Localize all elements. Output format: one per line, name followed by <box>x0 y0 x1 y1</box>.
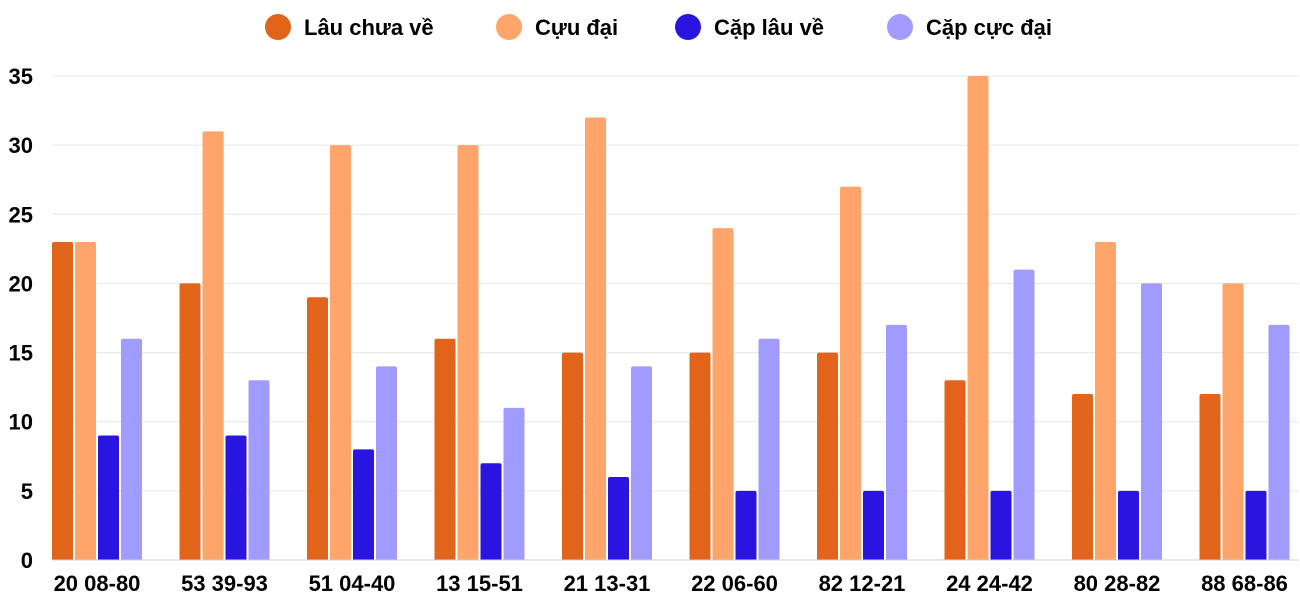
bar <box>434 338 456 560</box>
y-tick-label: 25 <box>9 202 33 227</box>
bar <box>886 324 907 560</box>
y-tick-label: 15 <box>9 341 33 366</box>
y-tick-label: 35 <box>9 64 33 89</box>
bar <box>631 366 652 560</box>
x-tick-label: 88 68-86 <box>1201 571 1288 596</box>
y-tick-label: 5 <box>21 479 33 504</box>
bar <box>376 366 397 560</box>
bar <box>967 76 989 560</box>
bar <box>121 338 142 560</box>
legend-swatch <box>887 14 913 40</box>
bar <box>712 228 734 560</box>
bar <box>1072 394 1093 560</box>
legend-swatch <box>496 14 522 40</box>
bar <box>1245 490 1267 560</box>
x-tick-label: 80 28-82 <box>1074 571 1161 596</box>
bar <box>1268 324 1290 560</box>
bar <box>480 463 502 560</box>
bar <box>944 380 966 560</box>
x-tick-label: 53 39-93 <box>181 571 268 596</box>
bar <box>990 490 1012 560</box>
bar <box>562 352 583 560</box>
x-tick-label: 13 15-51 <box>436 571 523 596</box>
legend-label: Lâu chưa về <box>304 15 434 40</box>
bar <box>817 352 838 560</box>
x-tick-label: 21 13-31 <box>564 571 651 596</box>
bar <box>457 145 479 560</box>
bar <box>1118 490 1139 560</box>
bar <box>503 407 525 560</box>
bar <box>52 241 73 560</box>
bar <box>75 241 96 560</box>
x-tick-label: 24 24-42 <box>946 571 1033 596</box>
bar <box>758 338 780 560</box>
y-tick-label: 20 <box>9 271 33 296</box>
bar <box>1199 394 1221 560</box>
bar <box>225 435 247 560</box>
bar <box>863 490 884 560</box>
bar <box>1222 283 1244 560</box>
x-tick-label: 82 12-21 <box>819 571 906 596</box>
x-tick-label: 22 06-60 <box>691 571 778 596</box>
legend-label: Cựu đại <box>535 15 618 40</box>
y-tick-label: 30 <box>9 133 33 158</box>
legend-label: Cặp lâu về <box>714 15 824 40</box>
y-tick-label: 0 <box>21 548 33 573</box>
bar <box>330 145 351 560</box>
bar <box>608 477 629 560</box>
bars <box>52 76 1290 561</box>
bar <box>353 449 374 560</box>
legend-swatch <box>675 14 701 40</box>
bar <box>307 297 328 560</box>
bar <box>1095 241 1116 560</box>
axes: 0 5 10 15 20 25 30 35 20 08-80 53 39-93 51 04-40 13… <box>9 64 1298 596</box>
bar <box>689 352 711 560</box>
bar <box>840 186 861 560</box>
bar <box>248 380 270 560</box>
bar <box>1013 269 1035 560</box>
bar <box>179 283 201 560</box>
bar <box>98 435 119 560</box>
y-tick-label: 10 <box>9 410 33 435</box>
x-tick-label: 20 08-80 <box>54 571 141 596</box>
legend-label: Cặp cực đại <box>926 15 1052 40</box>
bar <box>585 117 606 560</box>
x-tick-label: 51 04-40 <box>309 571 396 596</box>
bar <box>735 490 757 560</box>
legend: Lâu chưa về Cựu đại Cặp lâu về Cặp cực đại <box>265 14 1052 40</box>
bar <box>202 131 224 561</box>
bar <box>1141 283 1162 560</box>
legend-swatch <box>265 14 291 40</box>
